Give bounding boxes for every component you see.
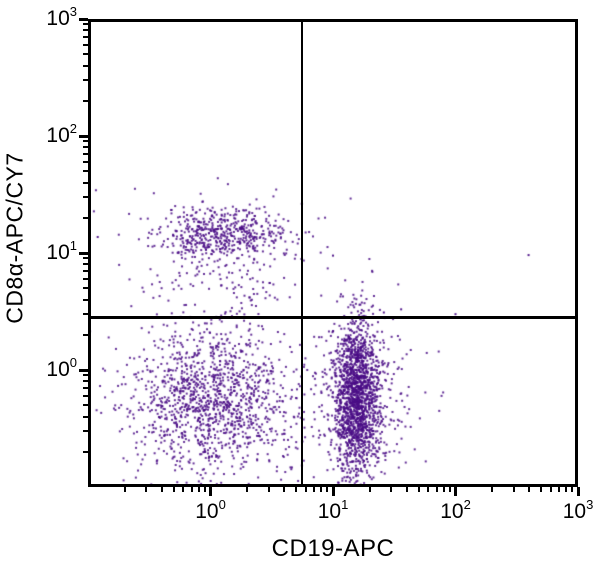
x-axis-minor-tick [417, 487, 420, 492]
y-axis-major-tick [79, 134, 88, 138]
x-axis-minor-tick [295, 487, 298, 492]
x-axis-minor-tick [549, 487, 552, 492]
x-axis-minor-tick [160, 487, 163, 492]
x-axis-minor-tick [304, 487, 307, 492]
x-axis-minor-tick [368, 487, 371, 492]
x-axis-major-tick [454, 487, 457, 496]
y-axis-minor-tick [83, 170, 88, 173]
y-axis-minor-tick [83, 415, 88, 418]
y-axis-minor-tick [83, 333, 88, 336]
y-axis-minor-tick [83, 450, 88, 453]
y-axis-major-tick [79, 368, 88, 372]
x-axis-minor-tick [320, 487, 323, 492]
x-axis-minor-tick [427, 487, 430, 492]
x-axis-minor-tick [558, 487, 561, 492]
x-axis-minor-tick [448, 487, 451, 492]
y-axis-minor-tick [83, 64, 88, 67]
quadrant-gate-vertical-line [300, 19, 304, 487]
x-axis-tick-label: 102 [440, 497, 471, 523]
x-axis-major-tick [576, 487, 580, 496]
y-axis-minor-tick [83, 196, 88, 199]
y-axis-minor-tick [83, 298, 88, 301]
x-axis-major-tick [209, 487, 212, 496]
x-axis-minor-tick [267, 487, 270, 492]
x-axis-minor-tick [435, 487, 438, 492]
x-axis-minor-tick [442, 487, 445, 492]
y-axis-minor-tick [83, 387, 88, 390]
x-axis-minor-tick [246, 487, 249, 492]
x-axis-minor-tick [326, 487, 329, 492]
x-axis-minor-tick [390, 487, 393, 492]
x-axis-minor-tick [190, 487, 193, 492]
y-axis-minor-tick [83, 430, 88, 433]
y-axis-minor-tick [83, 380, 88, 383]
y-axis-minor-tick [83, 99, 88, 102]
y-axis-minor-tick [83, 404, 88, 407]
y-axis-minor-tick [83, 394, 88, 397]
y-axis-minor-tick [83, 43, 88, 46]
x-axis-title: CD19-APC [271, 535, 395, 562]
y-axis-tick-label: 101 [46, 238, 77, 264]
y-axis-minor-tick [83, 146, 88, 149]
y-axis-minor-tick [83, 29, 88, 32]
x-axis-minor-tick [540, 487, 543, 492]
y-axis-title: CD8α-APC/CY7 [1, 152, 28, 324]
x-axis-minor-tick [528, 487, 531, 492]
y-axis-minor-tick [83, 23, 88, 26]
y-axis-tick-label: 100 [46, 355, 77, 381]
y-axis-minor-tick [83, 277, 88, 280]
x-axis-minor-tick [197, 487, 200, 492]
y-axis-major-tick [79, 17, 88, 21]
x-axis-minor-tick [123, 487, 126, 492]
x-axis-tick-label: 103 [562, 497, 594, 523]
y-axis-minor-tick [83, 160, 88, 163]
x-axis-minor-tick [283, 487, 286, 492]
y-axis-major-tick [79, 251, 88, 255]
y-axis-minor-tick [83, 153, 88, 156]
x-axis-minor-tick [172, 487, 175, 492]
y-axis-minor-tick [83, 257, 88, 260]
y-axis-minor-tick [83, 53, 88, 56]
x-axis-minor-tick [571, 487, 574, 492]
x-axis-major-tick [331, 487, 335, 496]
x-axis-tick-label: 101 [317, 497, 349, 523]
y-axis-minor-tick [83, 263, 88, 266]
x-axis-minor-tick [203, 487, 206, 492]
y-axis-minor-tick [83, 313, 88, 316]
x-axis-minor-tick [565, 487, 568, 492]
x-axis-minor-tick [491, 487, 494, 492]
quadrant-gate-horizontal-line [88, 316, 578, 319]
x-axis-minor-tick [512, 487, 515, 492]
y-axis-minor-tick [83, 140, 88, 143]
y-axis-minor-tick [83, 374, 88, 377]
scatter-dots-canvas [88, 19, 578, 487]
x-axis-minor-tick [145, 487, 148, 492]
y-axis-tick-label: 103 [46, 4, 77, 30]
y-axis-minor-tick [83, 270, 88, 273]
y-axis-tick-label: 102 [46, 121, 77, 147]
x-axis-minor-tick [405, 487, 408, 492]
x-axis-minor-tick [182, 487, 185, 492]
y-axis-minor-tick [83, 181, 88, 184]
x-axis-minor-tick [313, 487, 316, 492]
y-axis-minor-tick [83, 79, 88, 82]
y-axis-minor-tick [83, 287, 88, 290]
y-axis-minor-tick [83, 36, 88, 39]
x-axis-tick-label: 100 [195, 497, 226, 523]
y-axis-minor-tick [83, 216, 88, 219]
